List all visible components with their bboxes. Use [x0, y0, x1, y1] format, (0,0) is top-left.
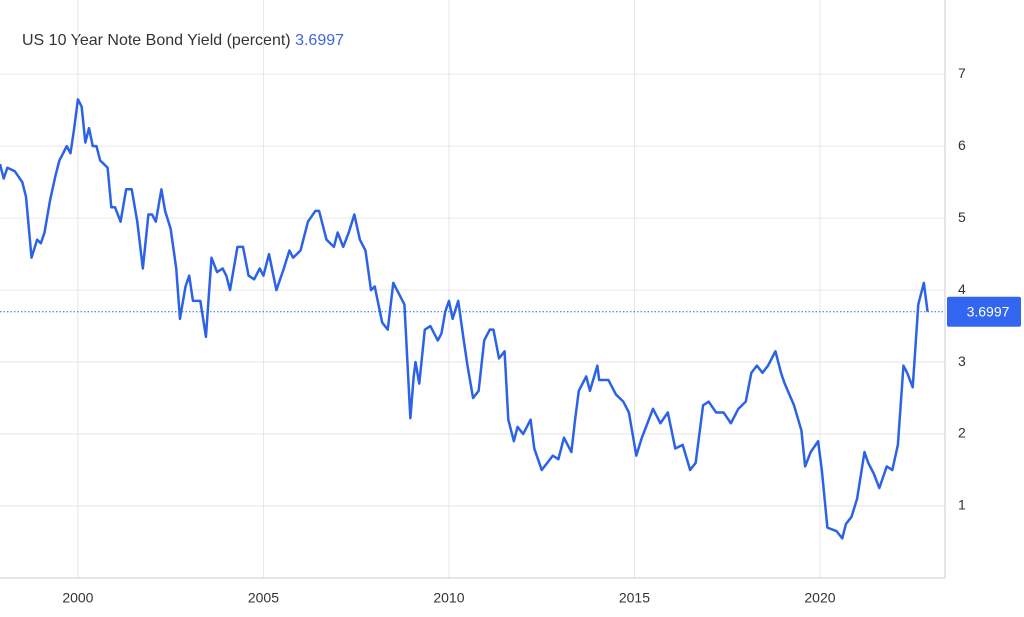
x-tick-label: 2015 [619, 590, 650, 606]
y-tick-label: 3 [958, 353, 966, 369]
chart-title: US 10 Year Note Bond Yield (percent) 3.6… [22, 32, 344, 49]
x-tick-label: 2000 [62, 590, 93, 606]
data-line [0, 98, 929, 540]
y-tick-label: 2 [958, 425, 966, 441]
y-tick-label: 1 [958, 497, 966, 513]
x-tick-label: 2020 [804, 590, 835, 606]
last-value-badge [947, 296, 1021, 327]
y-tick-label: 6 [958, 137, 966, 153]
y-tick-label: 4 [958, 281, 966, 297]
x-tick-label: 2005 [248, 590, 279, 606]
x-tick-label: 2010 [433, 590, 464, 606]
title-value: 3.6997 [295, 32, 344, 49]
y-tick-label: 7 [958, 65, 966, 81]
y-tick-label: 5 [958, 209, 966, 225]
last-value-label: 3.6997 [967, 303, 1010, 319]
title-text: US 10 Year Note Bond Yield (percent) [22, 32, 291, 49]
